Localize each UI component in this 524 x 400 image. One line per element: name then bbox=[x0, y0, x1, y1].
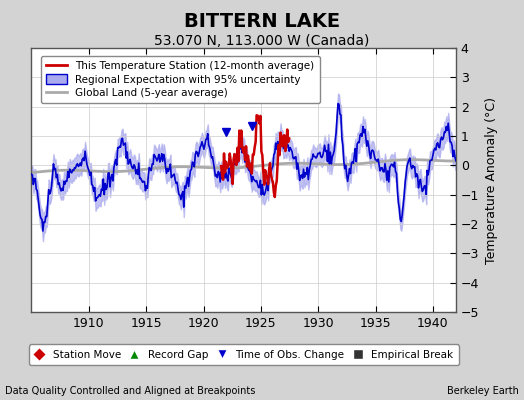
Text: 53.070 N, 113.000 W (Canada): 53.070 N, 113.000 W (Canada) bbox=[154, 34, 370, 48]
Text: Data Quality Controlled and Aligned at Breakpoints: Data Quality Controlled and Aligned at B… bbox=[5, 386, 256, 396]
Text: BITTERN LAKE: BITTERN LAKE bbox=[184, 12, 340, 31]
Y-axis label: Temperature Anomaly (°C): Temperature Anomaly (°C) bbox=[485, 96, 498, 264]
Legend: Station Move, Record Gap, Time of Obs. Change, Empirical Break: Station Move, Record Gap, Time of Obs. C… bbox=[29, 344, 458, 365]
Text: Berkeley Earth: Berkeley Earth bbox=[447, 386, 519, 396]
